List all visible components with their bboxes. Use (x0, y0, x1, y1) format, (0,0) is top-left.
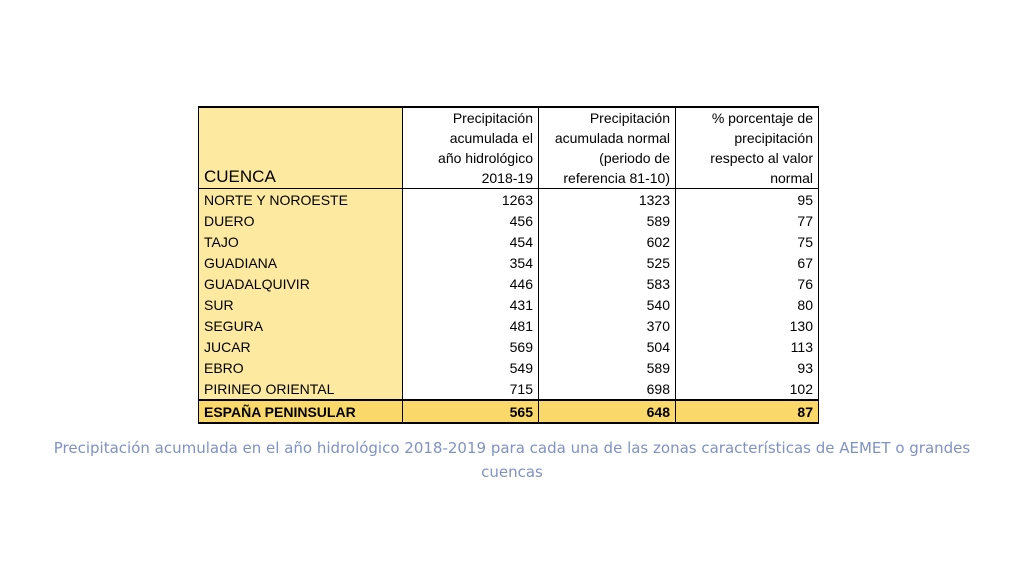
precipitation-table: CUENCA Precipitación acumulada el año hi… (198, 106, 819, 424)
cell-percent: 80 (675, 294, 819, 315)
cell-normal: 583 (538, 273, 676, 294)
total-accumulated: 565 (402, 399, 539, 424)
cell-normal: 525 (538, 252, 676, 273)
table-row: DUERO 456 589 77 (198, 210, 819, 231)
cell-name: SEGURA (198, 315, 403, 336)
cell-name: JUCAR (198, 336, 403, 357)
cell-name: EBRO (198, 357, 403, 378)
cell-normal: 589 (538, 210, 676, 231)
table-row: SEGURA 481 370 130 (198, 315, 819, 336)
cell-accumulated: 569 (402, 336, 539, 357)
cell-percent: 93 (675, 357, 819, 378)
cell-percent: 130 (675, 315, 819, 336)
header-normal: Precipitación acumulada normal (periodo … (538, 106, 676, 189)
cell-name: GUADALQUIVIR (198, 273, 403, 294)
table-row: EBRO 549 589 93 (198, 357, 819, 378)
cell-accumulated: 549 (402, 357, 539, 378)
cell-accumulated: 481 (402, 315, 539, 336)
cell-normal: 589 (538, 357, 676, 378)
cell-percent: 67 (675, 252, 819, 273)
total-name: ESPAÑA PENINSULAR (198, 399, 403, 424)
cell-normal: 1323 (538, 188, 676, 210)
total-row: ESPAÑA PENINSULAR 565 648 87 (198, 399, 819, 424)
cell-name: PIRINEO ORIENTAL (198, 378, 403, 400)
total-normal: 648 (538, 399, 676, 424)
header-cuenca: CUENCA (198, 106, 403, 189)
table-row: TAJO 454 602 75 (198, 231, 819, 252)
cell-accumulated: 354 (402, 252, 539, 273)
table-row: GUADIANA 354 525 67 (198, 252, 819, 273)
header-percent: % porcentaje de precipitación respecto a… (675, 106, 819, 189)
table-row: GUADALQUIVIR 446 583 76 (198, 273, 819, 294)
table-row: PIRINEO ORIENTAL 715 698 102 (198, 378, 819, 400)
cell-accumulated: 431 (402, 294, 539, 315)
cell-accumulated: 715 (402, 378, 539, 400)
cell-name: NORTE Y NOROESTE (198, 188, 403, 210)
figure-caption: Precipitación acumulada en el año hidrol… (0, 436, 1024, 484)
cell-name: SUR (198, 294, 403, 315)
cell-normal: 540 (538, 294, 676, 315)
caption-line-1: Precipitación acumulada en el año hidrol… (53, 439, 971, 457)
cell-percent: 77 (675, 210, 819, 231)
cell-name: TAJO (198, 231, 403, 252)
cell-name: GUADIANA (198, 252, 403, 273)
precipitation-table-container: CUENCA Precipitación acumulada el año hi… (198, 106, 819, 424)
cell-percent: 75 (675, 231, 819, 252)
cell-percent: 76 (675, 273, 819, 294)
cell-accumulated: 454 (402, 231, 539, 252)
cell-accumulated: 446 (402, 273, 539, 294)
cell-percent: 95 (675, 188, 819, 210)
table-row: JUCAR 569 504 113 (198, 336, 819, 357)
cell-accumulated: 1263 (402, 188, 539, 210)
header-accumulated: Precipitación acumulada el año hidrológi… (402, 106, 539, 189)
cell-normal: 370 (538, 315, 676, 336)
table-row: NORTE Y NOROESTE 1263 1323 95 (198, 188, 819, 210)
table-row: SUR 431 540 80 (198, 294, 819, 315)
cell-percent: 113 (675, 336, 819, 357)
cell-normal: 504 (538, 336, 676, 357)
cell-accumulated: 456 (402, 210, 539, 231)
cell-normal: 698 (538, 378, 676, 400)
total-percent: 87 (675, 399, 819, 424)
cell-percent: 102 (675, 378, 819, 400)
table-header-row: CUENCA Precipitación acumulada el año hi… (198, 106, 819, 189)
caption-line-2: cuencas (481, 463, 543, 481)
cell-normal: 602 (538, 231, 676, 252)
cell-name: DUERO (198, 210, 403, 231)
